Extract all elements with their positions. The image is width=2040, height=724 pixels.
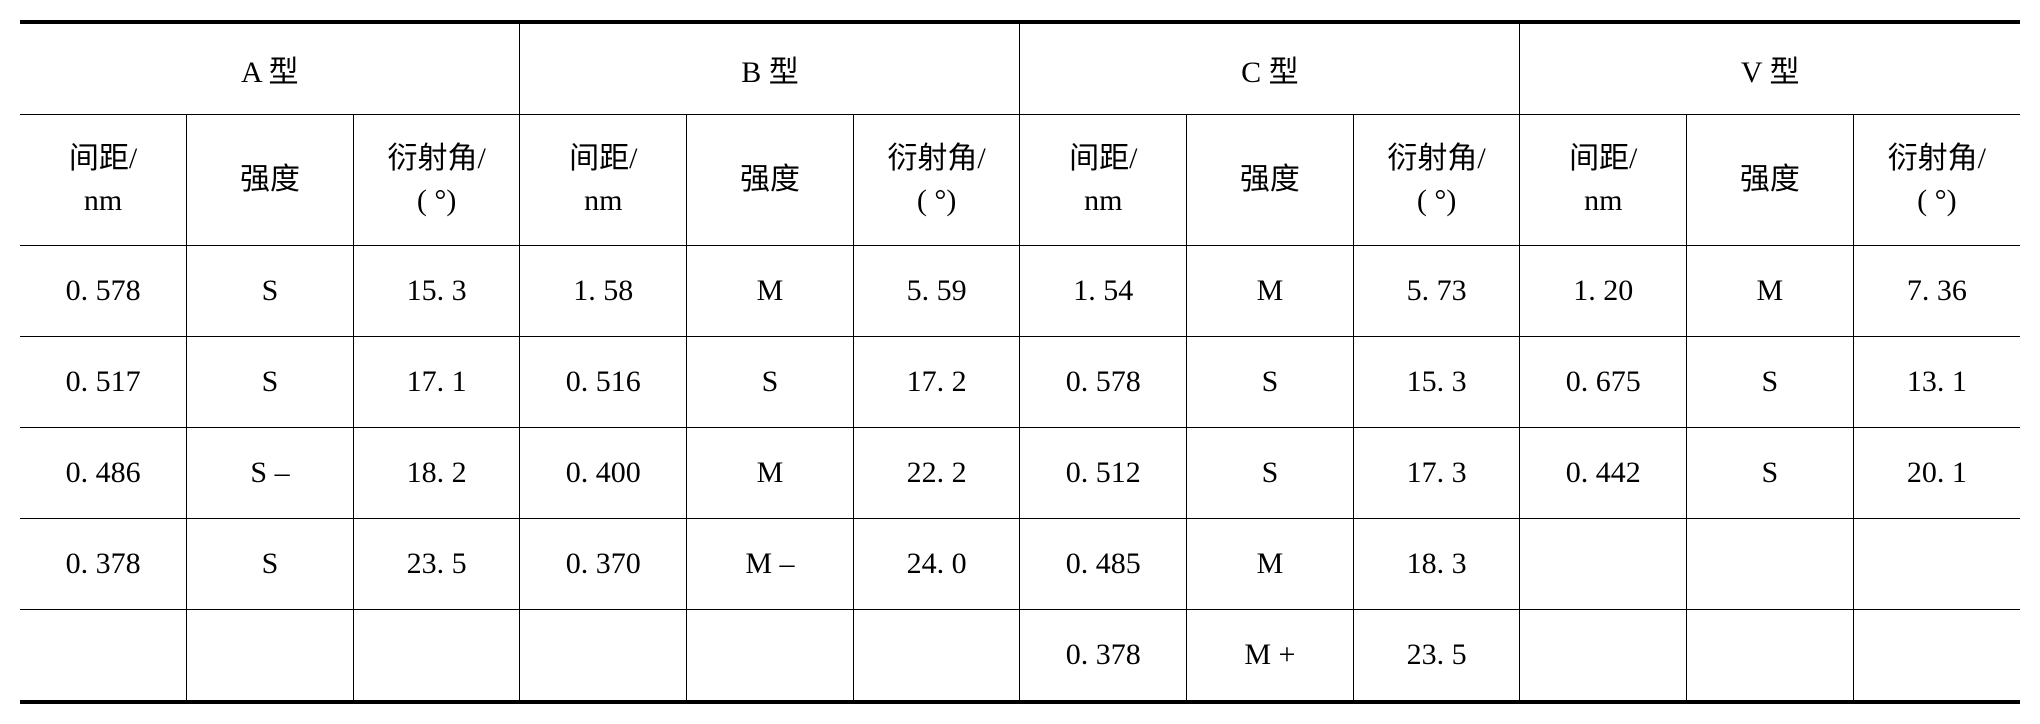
- cell-spacing: 0. 675: [1520, 337, 1687, 428]
- cell-intensity: M: [1187, 246, 1354, 337]
- cell-intensity: M –: [687, 519, 854, 610]
- cell-spacing: 0. 442: [1520, 428, 1687, 519]
- cell-intensity: [1687, 610, 1854, 703]
- cell-spacing: 0. 512: [1020, 428, 1187, 519]
- col-intensity: 强度: [1187, 115, 1354, 246]
- cell-intensity: S: [187, 519, 354, 610]
- cell-intensity: [187, 610, 354, 703]
- cell-angle: 20. 1: [1853, 428, 2020, 519]
- cell-spacing: [1520, 519, 1687, 610]
- cell-spacing: 0. 578: [20, 246, 187, 337]
- cell-spacing: 1. 58: [520, 246, 687, 337]
- col-angle: 衍射角/( °): [353, 115, 520, 246]
- col-intensity: 强度: [687, 115, 854, 246]
- col-spacing: 间距/nm: [1020, 115, 1187, 246]
- col-spacing: 间距/nm: [520, 115, 687, 246]
- cell-intensity: M: [1187, 519, 1354, 610]
- group-header-v: V 型: [1520, 22, 2020, 115]
- cell-angle: 18. 3: [1353, 519, 1520, 610]
- cell-intensity: M: [1687, 246, 1854, 337]
- cell-spacing: [520, 610, 687, 703]
- cell-spacing: 0. 378: [20, 519, 187, 610]
- cell-spacing: [20, 610, 187, 703]
- cell-angle: 15. 3: [353, 246, 520, 337]
- cell-angle: 23. 5: [353, 519, 520, 610]
- cell-intensity: S: [687, 337, 854, 428]
- cell-angle: 5. 59: [853, 246, 1020, 337]
- cell-angle: 23. 5: [1353, 610, 1520, 703]
- sub-header-row: 间距/nm 强度 衍射角/( °) 间距/nm 强度 衍射角/( °) 间距/n…: [20, 115, 2020, 246]
- cell-spacing: [1520, 610, 1687, 703]
- cell-intensity: [1687, 519, 1854, 610]
- cell-angle: 17. 3: [1353, 428, 1520, 519]
- col-angle: 衍射角/( °): [1353, 115, 1520, 246]
- group-header-b: B 型: [520, 22, 1020, 115]
- cell-spacing: 0. 517: [20, 337, 187, 428]
- col-intensity: 强度: [187, 115, 354, 246]
- cell-intensity: S: [1187, 337, 1354, 428]
- col-spacing: 间距/nm: [1520, 115, 1687, 246]
- cell-angle: 22. 2: [853, 428, 1020, 519]
- group-header-a: A 型: [20, 22, 520, 115]
- table-row: 0. 378 M + 23. 5: [20, 610, 2020, 703]
- cell-intensity: S: [187, 246, 354, 337]
- cell-angle: 7. 36: [1853, 246, 2020, 337]
- col-spacing: 间距/nm: [20, 115, 187, 246]
- cell-angle: 13. 1: [1853, 337, 2020, 428]
- diffraction-table: A 型 B 型 C 型 V 型 间距/nm 强度 衍射角/( °) 间距/nm …: [20, 20, 2020, 704]
- group-header-row: A 型 B 型 C 型 V 型: [20, 22, 2020, 115]
- cell-angle: [1853, 610, 2020, 703]
- cell-intensity: S: [1187, 428, 1354, 519]
- cell-angle: [853, 610, 1020, 703]
- table-row: 0. 517 S 17. 1 0. 516 S 17. 2 0. 578 S 1…: [20, 337, 2020, 428]
- cell-angle: 24. 0: [853, 519, 1020, 610]
- cell-angle: [353, 610, 520, 703]
- col-angle: 衍射角/( °): [853, 115, 1020, 246]
- cell-intensity: M: [687, 246, 854, 337]
- table-row: 0. 486 S – 18. 2 0. 400 M 22. 2 0. 512 S…: [20, 428, 2020, 519]
- cell-intensity: S: [187, 337, 354, 428]
- cell-angle: 17. 2: [853, 337, 1020, 428]
- col-intensity: 强度: [1687, 115, 1854, 246]
- cell-angle: 5. 73: [1353, 246, 1520, 337]
- col-angle: 衍射角/( °): [1853, 115, 2020, 246]
- cell-spacing: 0. 370: [520, 519, 687, 610]
- cell-angle: 17. 1: [353, 337, 520, 428]
- cell-intensity: M: [687, 428, 854, 519]
- cell-intensity: [687, 610, 854, 703]
- cell-intensity: M +: [1187, 610, 1354, 703]
- cell-intensity: S: [1687, 428, 1854, 519]
- cell-spacing: 0. 516: [520, 337, 687, 428]
- group-header-c: C 型: [1020, 22, 1520, 115]
- cell-angle: 18. 2: [353, 428, 520, 519]
- cell-spacing: 0. 378: [1020, 610, 1187, 703]
- table-row: 0. 378 S 23. 5 0. 370 M – 24. 0 0. 485 M…: [20, 519, 2020, 610]
- cell-intensity: S: [1687, 337, 1854, 428]
- cell-spacing: 1. 54: [1020, 246, 1187, 337]
- cell-angle: [1853, 519, 2020, 610]
- table-row: 0. 578 S 15. 3 1. 58 M 5. 59 1. 54 M 5. …: [20, 246, 2020, 337]
- cell-spacing: 0. 486: [20, 428, 187, 519]
- cell-spacing: 0. 400: [520, 428, 687, 519]
- cell-spacing: 0. 578: [1020, 337, 1187, 428]
- cell-intensity: S –: [187, 428, 354, 519]
- cell-angle: 15. 3: [1353, 337, 1520, 428]
- cell-spacing: 1. 20: [1520, 246, 1687, 337]
- cell-spacing: 0. 485: [1020, 519, 1187, 610]
